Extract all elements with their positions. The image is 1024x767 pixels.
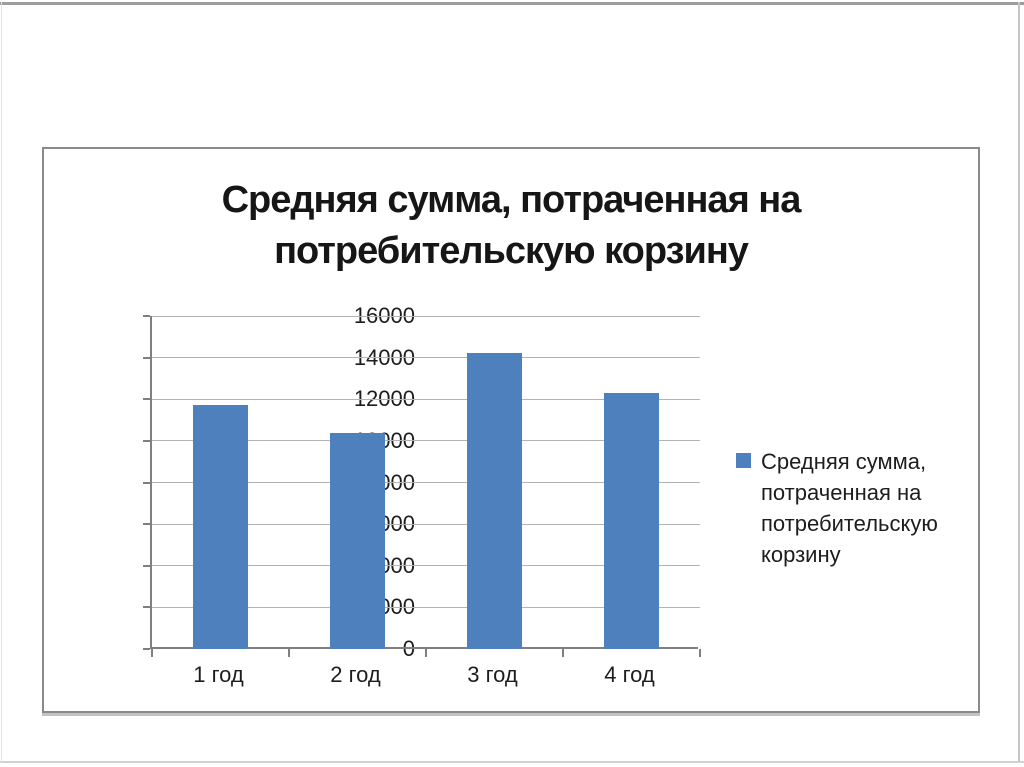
gridline-12000: [152, 398, 700, 400]
y-tick-2000: [143, 606, 150, 609]
legend-label-line4: корзину: [761, 542, 841, 567]
chart-container: Средняя сумма, потраченная на потребител…: [42, 147, 980, 713]
gridline-16000: [152, 315, 700, 317]
bar-4 год: [604, 393, 659, 649]
y-tick-16000: [143, 315, 150, 317]
x-tick-1: [288, 649, 290, 657]
gridline-14000: [152, 357, 700, 359]
y-tick-8000: [143, 481, 150, 484]
y-tick-0: [143, 648, 150, 650]
chart-title-line2: потребительскую корзину: [274, 230, 749, 272]
legend-swatch: [736, 453, 751, 468]
x-tick-3: [562, 649, 564, 657]
y-tick-14000: [143, 356, 150, 359]
legend: Средняя сумма, потраченная на потребительс…: [736, 446, 964, 570]
gridline-8000: [152, 482, 700, 483]
slide-border-right: [1018, 2, 1020, 763]
x-tick-0: [151, 649, 153, 657]
x-axis-label: 2 год: [330, 662, 381, 687]
slide-border-top: [0, 2, 1024, 5]
bar-1 год: [193, 405, 248, 649]
gridline-10000: [152, 440, 700, 442]
legend-label-line1: Средняя сумма,: [761, 449, 927, 474]
legend-label: Средняя сумма, потраченная на потребительс…: [761, 446, 938, 570]
chart-title: Средняя сумма, потраченная на потребител…: [44, 175, 978, 277]
x-tick-4: [699, 649, 701, 657]
chart-title-line1: Средняя сумма, потраченная на: [221, 179, 802, 221]
bar-3 год: [467, 353, 522, 649]
slide-border-left: [1, 2, 2, 762]
y-tick-12000: [143, 398, 150, 401]
gridline-2000: [152, 606, 700, 608]
plot-area: [143, 315, 701, 657]
y-tick-10000: [143, 439, 150, 442]
x-axis-label: 4 год: [604, 662, 655, 687]
y-tick-4000: [143, 564, 150, 567]
x-axis-label: 1 год: [193, 662, 244, 687]
legend-label-line2: потраченная на: [761, 480, 922, 505]
gridline-6000: [152, 523, 700, 525]
gridline-4000: [152, 565, 700, 567]
x-axis-label: 3 год: [467, 662, 518, 687]
bar-2 год: [330, 432, 385, 649]
x-tick-2: [425, 649, 427, 657]
slide-border-bottom: [0, 761, 1024, 763]
y-tick-6000: [143, 523, 150, 526]
legend-label-line3: потребительскую: [761, 511, 938, 536]
